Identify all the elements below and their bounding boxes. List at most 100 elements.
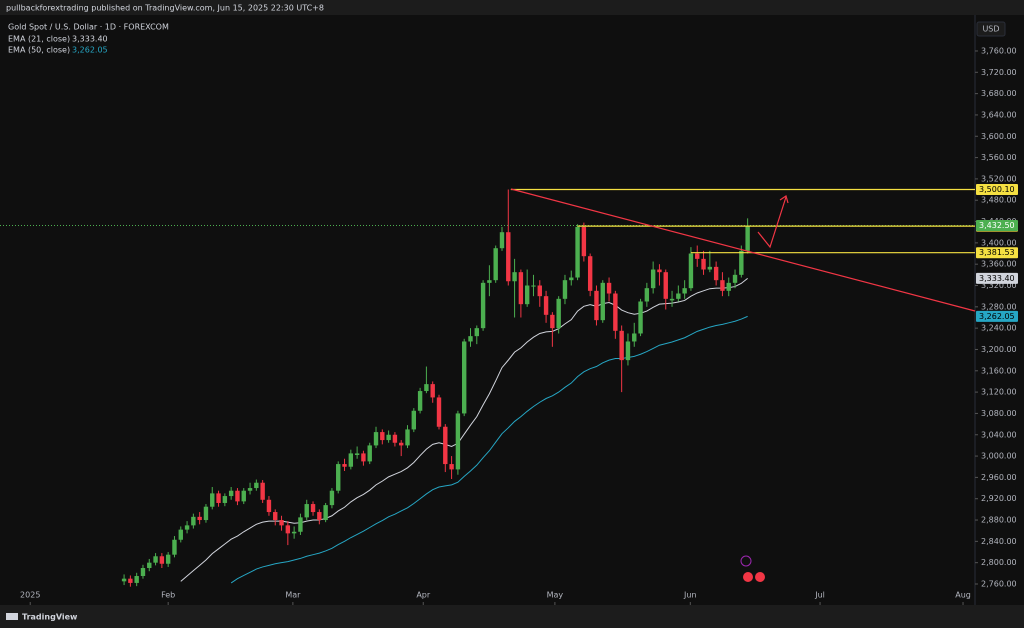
candle-body bbox=[506, 232, 511, 282]
candle-body bbox=[531, 285, 536, 287]
currency: USD bbox=[982, 25, 999, 34]
candle-body bbox=[575, 226, 580, 278]
candle-body bbox=[600, 282, 605, 321]
candle-body bbox=[411, 410, 417, 430]
candle-body bbox=[562, 280, 568, 299]
candle-body bbox=[348, 453, 354, 467]
candle-body bbox=[405, 429, 410, 446]
footer-logo: TradingView bbox=[22, 613, 78, 622]
candle-body bbox=[140, 568, 146, 577]
y-tick-label: 2,920.00 bbox=[981, 494, 1017, 503]
y-tick-label: 3,400.00 bbox=[981, 238, 1017, 247]
candle-body bbox=[336, 464, 341, 491]
x-tick-label: Jun bbox=[683, 591, 697, 600]
x-tick-label: Feb bbox=[161, 591, 175, 600]
candle-body bbox=[543, 296, 549, 315]
candle-body bbox=[455, 413, 461, 470]
y-tick-label: 3,640.00 bbox=[981, 110, 1017, 119]
y-tick-label: 2,880.00 bbox=[981, 516, 1017, 525]
ema-label: 3,262.05 bbox=[979, 312, 1015, 321]
candle-body bbox=[663, 272, 668, 299]
candle-body bbox=[695, 253, 700, 259]
candle-body bbox=[153, 556, 158, 563]
candle-body bbox=[254, 482, 259, 489]
currency-box[interactable] bbox=[976, 21, 1006, 37]
candle-body bbox=[650, 269, 656, 289]
candle-body bbox=[361, 453, 366, 462]
candle-body bbox=[266, 499, 272, 513]
candle-body bbox=[461, 341, 467, 414]
candle-body bbox=[669, 298, 675, 301]
candle-body bbox=[569, 277, 574, 281]
ema-line bbox=[230, 315, 748, 584]
candle-body bbox=[228, 490, 234, 497]
ema-label: 3,333.40 bbox=[979, 274, 1015, 283]
candle-body bbox=[701, 258, 706, 270]
x-tick-label: Mar bbox=[285, 591, 301, 600]
ema-21-name: EMA (21, close) bbox=[8, 35, 70, 44]
candle-body bbox=[468, 336, 473, 342]
y-tick-label: 3,720.00 bbox=[981, 68, 1017, 77]
y-tick-label: 3,120.00 bbox=[981, 388, 1017, 397]
y-tick-label: 2,960.00 bbox=[981, 473, 1017, 482]
candle-body bbox=[304, 504, 309, 518]
last-price-box bbox=[976, 220, 1018, 232]
y-tick-label: 3,480.00 bbox=[981, 196, 1017, 205]
y-tick-label: 3,560.00 bbox=[981, 153, 1017, 162]
candle-body bbox=[128, 578, 133, 583]
candle-body bbox=[310, 504, 316, 513]
candle-body bbox=[587, 256, 593, 291]
candle-body bbox=[688, 253, 694, 289]
candle-body bbox=[247, 488, 253, 491]
event-icon[interactable] bbox=[740, 555, 752, 567]
candle-body bbox=[550, 314, 555, 329]
candle-body bbox=[323, 505, 328, 521]
y-tick-label: 3,600.00 bbox=[981, 132, 1017, 141]
candle-body bbox=[619, 330, 624, 361]
candle-body bbox=[707, 266, 713, 270]
candle-body bbox=[581, 226, 587, 257]
event-flag[interactable] bbox=[743, 572, 753, 582]
candle-body bbox=[632, 333, 637, 342]
candle-body bbox=[222, 496, 228, 503]
candle-body bbox=[159, 556, 165, 564]
ema-50-value: 3,262.05 bbox=[72, 46, 108, 55]
candle-body bbox=[373, 432, 379, 446]
y-tick-label: 3,680.00 bbox=[981, 89, 1017, 98]
candle-body bbox=[203, 506, 209, 521]
ema-21-value: 3,333.40 bbox=[72, 35, 108, 44]
candle-body bbox=[657, 269, 662, 273]
level-box bbox=[976, 247, 1018, 259]
y-tick-label: 3,760.00 bbox=[981, 46, 1017, 55]
candle-body bbox=[285, 525, 291, 534]
candle-body bbox=[606, 282, 612, 294]
candle-body bbox=[436, 397, 442, 427]
candle-body bbox=[682, 288, 687, 294]
candle-body bbox=[676, 293, 681, 299]
candle-body bbox=[638, 301, 643, 334]
candle-body bbox=[121, 578, 127, 582]
candle-body bbox=[644, 288, 650, 302]
candle-body bbox=[430, 384, 435, 398]
candle-body bbox=[279, 520, 284, 526]
candle-body bbox=[487, 280, 492, 283]
candle-body bbox=[178, 529, 183, 540]
last-price-label: 3,432.50 bbox=[979, 221, 1015, 230]
candle-body bbox=[443, 426, 448, 465]
x-tick-label: Aug bbox=[955, 591, 971, 600]
level-label: 3,500.10 bbox=[979, 185, 1015, 194]
event-flag[interactable] bbox=[755, 572, 765, 582]
candle-body bbox=[235, 490, 240, 502]
candle-body bbox=[613, 293, 618, 331]
candle-body bbox=[399, 442, 404, 446]
top-bar bbox=[0, 0, 1024, 15]
ema-box bbox=[976, 310, 1018, 322]
y-tick-label: 2,760.00 bbox=[981, 579, 1017, 588]
candle-body bbox=[241, 490, 246, 502]
candle-body bbox=[392, 434, 398, 443]
candle-body bbox=[480, 282, 486, 329]
candle-body bbox=[147, 562, 152, 569]
candle-body bbox=[493, 248, 498, 281]
candle-body bbox=[726, 282, 731, 291]
